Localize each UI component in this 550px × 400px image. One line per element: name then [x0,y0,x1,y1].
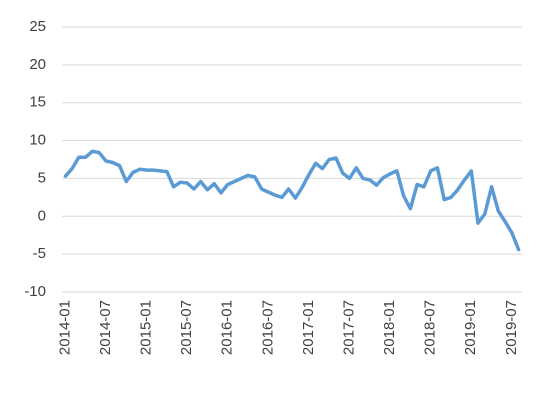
y-tick-label: 20 [29,56,46,73]
x-tick-label: 2018-07 [422,300,439,355]
y-tick-label: -5 [33,245,46,262]
x-tick-label: 2019-01 [462,300,479,355]
x-tick-label: 2016-01 [219,300,236,355]
x-tick-label: 2015-01 [138,300,155,355]
y-tick-label: 25 [29,18,46,35]
x-tick-label: 2016-07 [259,300,276,355]
x-tick-label: 2018-01 [381,300,398,355]
y-tick-label: 10 [29,132,46,149]
x-tick-label: 2014-01 [56,300,73,355]
x-tick-label: 2019-07 [503,300,520,355]
x-tick-label: 2015-07 [178,300,195,355]
x-tick-label: 2017-07 [340,300,357,355]
y-tick-label: 15 [29,94,46,111]
y-tick-label: 0 [38,207,46,224]
y-tick-label: -10 [24,283,46,300]
data-line [63,149,521,252]
x-tick-label: 2014-07 [97,300,114,355]
x-tick-label: 2017-01 [300,300,317,355]
y-tick-label: 5 [38,169,46,186]
